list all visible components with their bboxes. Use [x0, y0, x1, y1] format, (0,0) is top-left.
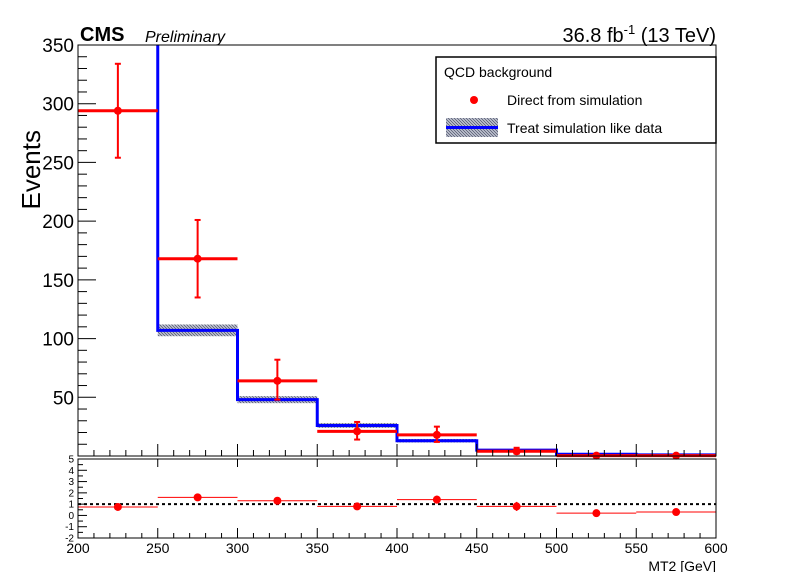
ratio-point-marker — [273, 496, 282, 505]
experiment-label: CMS — [80, 24, 124, 46]
ratio-y-tick-label: 0 — [68, 511, 74, 522]
data-point-marker — [432, 430, 441, 439]
ratio-point-marker — [353, 502, 362, 511]
y-tick-label: 150 — [42, 271, 74, 292]
ratio-points-layer — [78, 493, 716, 518]
y-tick-label: 300 — [42, 95, 74, 116]
ratio-point-marker — [193, 493, 202, 502]
y-tick-label: 250 — [42, 153, 74, 174]
ratio-x-axis: 200 250 300 350 400 450 500 550 600 — [66, 459, 728, 556]
luminosity-label: 36.8 fb-1 (13 TeV) — [562, 22, 716, 47]
data-point-marker — [273, 376, 282, 385]
ratio-point-6 — [556, 509, 637, 518]
x-tick-label: 500 — [545, 540, 569, 556]
ratio-frame — [77, 458, 717, 539]
x-tick-label: 450 — [465, 540, 489, 556]
ratio-point-marker — [592, 509, 601, 518]
data-point-2 — [237, 358, 318, 401]
ratio-point-1 — [157, 493, 238, 502]
x-tick-label: 250 — [146, 540, 170, 556]
x-tick-label: 350 — [306, 540, 330, 556]
legend: QCD background Direct from simulation Tr… — [435, 56, 717, 144]
y-tick-label: 350 — [42, 36, 74, 57]
luminosity-exponent: -1 — [624, 22, 636, 37]
main-x-axis — [77, 444, 717, 456]
status-label: Preliminary — [145, 29, 226, 46]
x-tick-label: 550 — [625, 540, 649, 556]
y-axis-title: Events — [16, 130, 46, 210]
energy-label: (13 TeV) — [635, 25, 716, 47]
y-tick-label: 100 — [42, 330, 74, 351]
x-tick-label: 200 — [66, 540, 90, 556]
main-panel: 50 100 150 200 250 300 350 — [42, 36, 717, 460]
y-tick-label: 200 — [42, 212, 74, 233]
ratio-point-3 — [317, 502, 397, 511]
data-point-4 — [397, 425, 477, 443]
data-point-marker — [353, 427, 362, 436]
ratio-y-tick-label: -1 — [65, 522, 74, 533]
x-tick-label: 300 — [226, 540, 250, 556]
ratio-point-marker — [432, 495, 441, 504]
ratio-point-marker — [512, 502, 521, 511]
ratio-y-tick-label: 5 — [68, 455, 74, 466]
x-tick-label: 600 — [704, 540, 728, 556]
y-tick-label: 50 — [53, 388, 74, 409]
ratio-point-2 — [237, 496, 318, 505]
data-point-1 — [157, 218, 238, 299]
ratio-point-5 — [476, 501, 557, 511]
data-point-5 — [476, 446, 557, 456]
legend-marker-direct — [470, 96, 478, 104]
legend-label-sim-like-data: Treat simulation like data — [507, 120, 662, 136]
ratio-y-tick-label: 1 — [68, 500, 74, 511]
legend-title: QCD background — [444, 64, 552, 80]
legend-label-direct: Direct from simulation — [507, 92, 642, 108]
data-point-marker — [193, 254, 202, 263]
ratio-point-marker — [113, 502, 122, 511]
x-tick-label: 400 — [385, 540, 409, 556]
ratio-y-tick-label: 3 — [68, 477, 74, 488]
ratio-point-4 — [397, 495, 477, 504]
main-y-axis: 50 100 150 200 250 300 350 — [42, 36, 96, 445]
ratio-y-tick-label: -2 — [65, 534, 74, 545]
data-point-marker — [512, 447, 521, 456]
ratio-point-marker — [672, 508, 681, 517]
luminosity-value: 36.8 fb — [562, 25, 623, 47]
data-point-marker — [113, 106, 122, 115]
x-axis-title: MT2 [GeV] — [648, 558, 716, 572]
ratio-y-tick-label: 4 — [68, 466, 74, 477]
data-point-3 — [317, 420, 397, 441]
ratio-point-7 — [636, 508, 716, 517]
ratio-y-tick-label: 2 — [68, 488, 74, 499]
data-point-0 — [78, 62, 158, 159]
ratio-point-0 — [78, 502, 158, 511]
